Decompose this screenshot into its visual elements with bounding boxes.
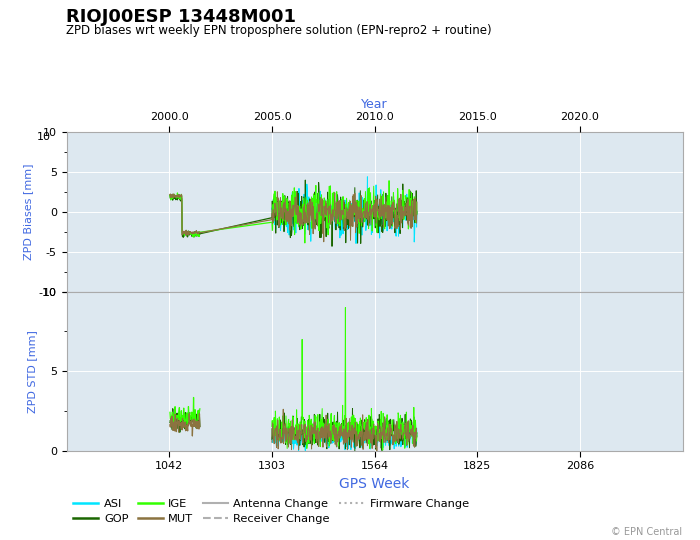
Text: ZPD biases wrt weekly EPN troposphere solution (EPN-repro2 + routine): ZPD biases wrt weekly EPN troposphere so… — [66, 24, 492, 37]
Text: 10: 10 — [37, 132, 51, 143]
X-axis label: GPS Week: GPS Week — [340, 477, 410, 491]
Y-axis label: ZPD STD [mm]: ZPD STD [mm] — [27, 330, 37, 413]
Legend: ASI, GOP, IGE, MUT, Antenna Change, Receiver Change, Firmware Change: ASI, GOP, IGE, MUT, Antenna Change, Rece… — [69, 494, 473, 529]
Text: RIOJ00ESP 13448M001: RIOJ00ESP 13448M001 — [66, 8, 297, 26]
Text: © EPN Central: © EPN Central — [611, 527, 682, 537]
Y-axis label: ZPD Biases [mm]: ZPD Biases [mm] — [23, 164, 33, 260]
X-axis label: Year: Year — [361, 98, 388, 111]
